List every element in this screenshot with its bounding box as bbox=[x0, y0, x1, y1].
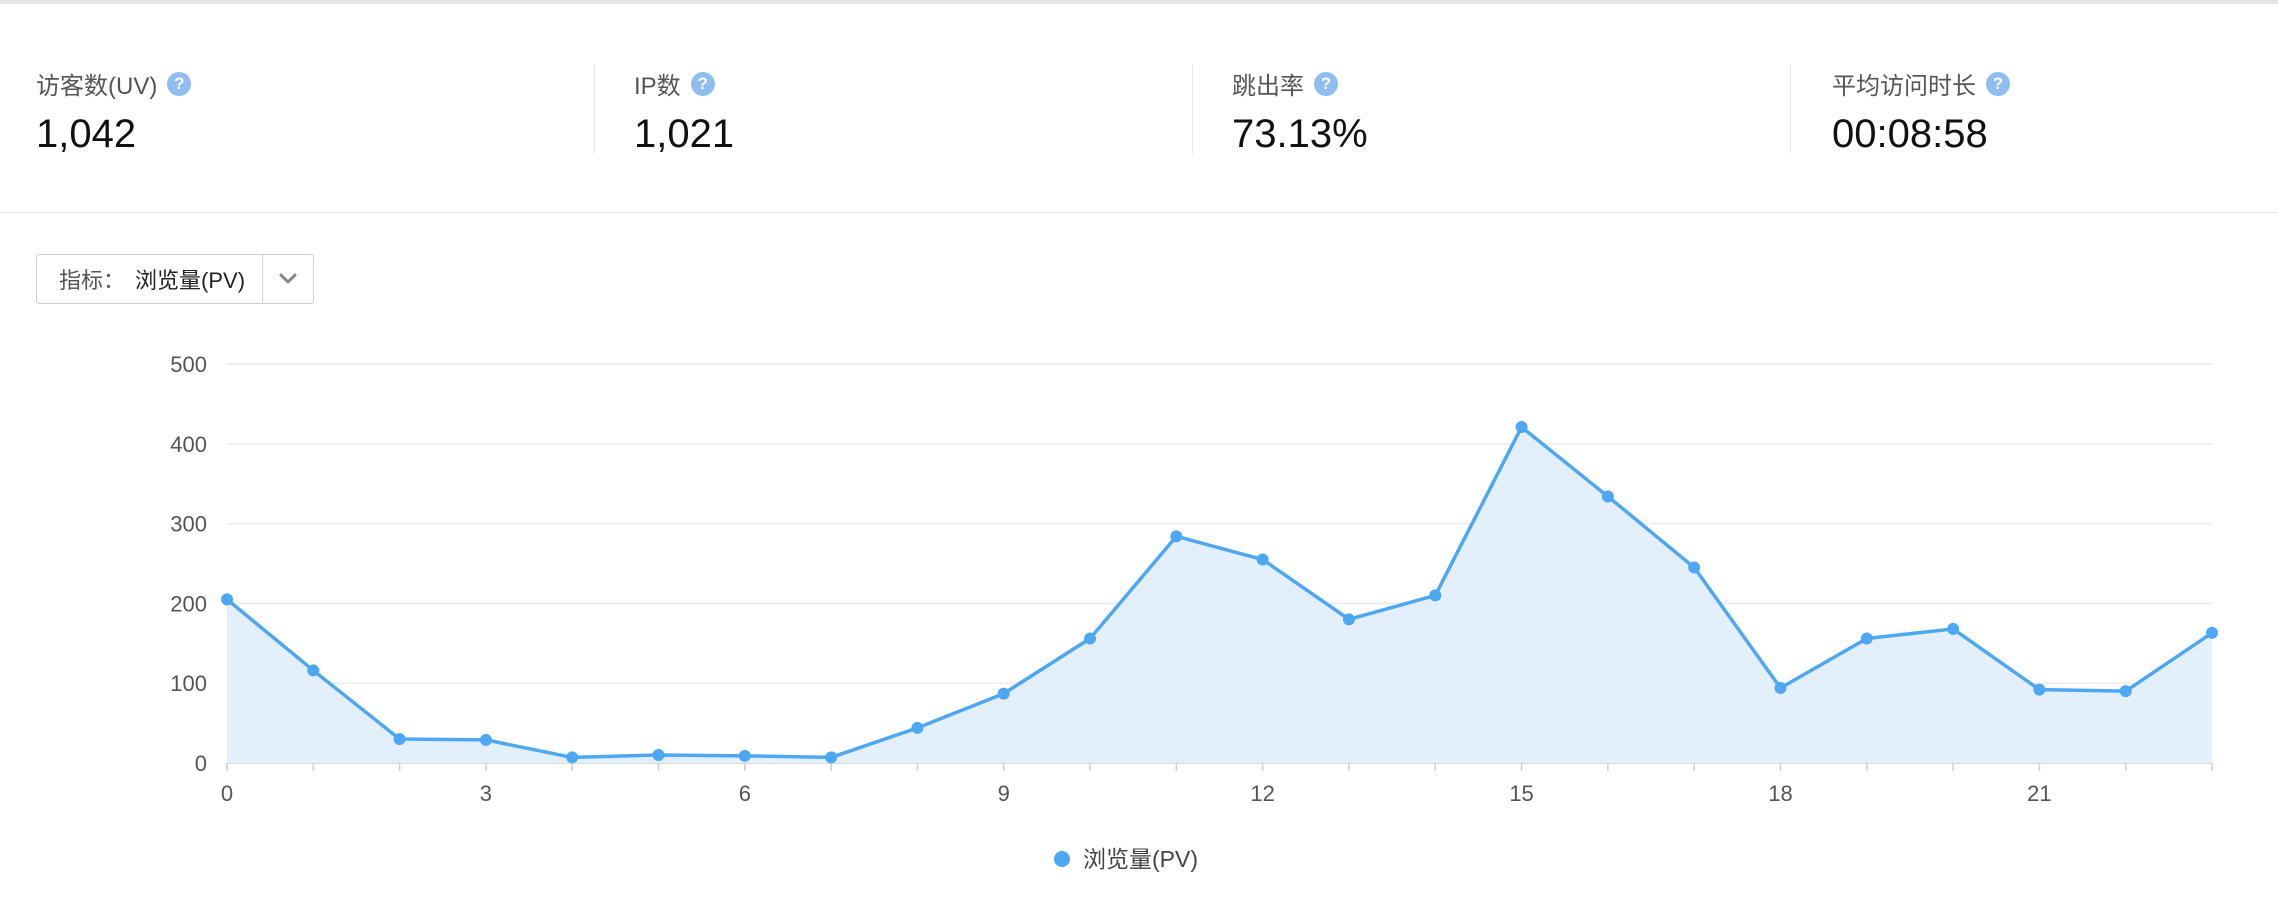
top-border bbox=[0, 0, 2278, 4]
data-point[interactable] bbox=[1170, 530, 1183, 543]
y-tick-label: 300 bbox=[170, 512, 207, 537]
stat-bounce-rate: 跳出率 ? 73.13% bbox=[1232, 60, 1792, 156]
x-tick-label: 0 bbox=[221, 781, 233, 806]
data-point[interactable] bbox=[1256, 553, 1269, 566]
x-tick-label: 18 bbox=[1768, 781, 1792, 806]
data-point[interactable] bbox=[2206, 626, 2218, 639]
stat-label: 跳出率 bbox=[1232, 73, 1304, 100]
legend-marker bbox=[1054, 851, 1070, 867]
data-point[interactable] bbox=[997, 687, 1010, 700]
data-point[interactable] bbox=[1688, 561, 1701, 574]
data-point[interactable] bbox=[652, 749, 665, 762]
data-point[interactable] bbox=[1084, 632, 1097, 645]
y-tick-label: 0 bbox=[195, 751, 207, 776]
data-point[interactable] bbox=[1601, 490, 1614, 503]
stat-label: IP数 bbox=[634, 73, 681, 100]
stat-avg-visit-duration: 平均访问时长 ? 00:08:58 bbox=[1832, 60, 2278, 156]
x-tick-label: 9 bbox=[998, 781, 1010, 806]
stat-divider bbox=[594, 64, 595, 154]
data-point[interactable] bbox=[479, 733, 492, 746]
stat-value: 1,042 bbox=[36, 112, 137, 156]
data-point[interactable] bbox=[911, 721, 924, 734]
metric-select[interactable]: 指标： 浏览量(PV) bbox=[36, 254, 314, 304]
data-point[interactable] bbox=[1860, 632, 1873, 645]
x-tick-label: 12 bbox=[1250, 781, 1274, 806]
y-tick-label: 400 bbox=[170, 432, 207, 457]
stat-value: 1,021 bbox=[634, 112, 735, 156]
stats-panel: 访客数(UV) ? 1,042 IP数 ? 1,021 跳出率 ? 73.13%… bbox=[0, 4, 2278, 213]
help-icon[interactable]: ? bbox=[1986, 71, 2010, 96]
stat-value: 00:08:58 bbox=[1832, 112, 1988, 156]
stat-value: 73.13% bbox=[1232, 112, 1368, 156]
metric-select-toggle[interactable] bbox=[262, 255, 313, 303]
data-point[interactable] bbox=[566, 751, 579, 764]
data-point[interactable] bbox=[1515, 421, 1528, 434]
help-icon[interactable]: ? bbox=[1314, 71, 1338, 96]
help-icon[interactable]: ? bbox=[167, 71, 192, 96]
series-area bbox=[227, 427, 2212, 763]
x-tick-label: 15 bbox=[1509, 781, 1533, 806]
x-tick-label: 3 bbox=[480, 781, 492, 806]
stat-label: 平均访问时长 bbox=[1832, 73, 1976, 100]
stat-label: 访客数(UV) bbox=[36, 73, 158, 100]
data-point[interactable] bbox=[2033, 683, 2046, 696]
y-tick-label: 200 bbox=[170, 591, 207, 616]
data-point[interactable] bbox=[1429, 589, 1442, 602]
chevron-down-icon bbox=[279, 273, 297, 284]
data-point[interactable] bbox=[1342, 613, 1355, 626]
stat-visitors-uv: 访客数(UV) ? 1,042 bbox=[36, 60, 596, 156]
y-tick-label: 500 bbox=[170, 352, 207, 377]
metric-select-value: 浏览量(PV) bbox=[135, 268, 246, 293]
x-tick-label: 6 bbox=[739, 781, 751, 806]
pv-area-chart: 0 100 200 300 400 500 0 3 6 9 12 15 18 21 浏览量(PV) bbox=[170, 352, 2218, 872]
stat-divider bbox=[1192, 64, 1193, 154]
legend-item-pv[interactable]: 浏览量(PV) bbox=[1083, 846, 1198, 872]
help-icon[interactable]: ? bbox=[690, 71, 715, 96]
data-point[interactable] bbox=[307, 664, 320, 677]
data-point[interactable] bbox=[1947, 622, 1960, 635]
data-point[interactable] bbox=[221, 593, 233, 606]
data-point[interactable] bbox=[1774, 681, 1787, 694]
y-tick-label: 100 bbox=[170, 671, 207, 696]
data-point[interactable] bbox=[825, 751, 838, 764]
data-point[interactable] bbox=[738, 749, 751, 762]
stat-ip-count: IP数 ? 1,021 bbox=[634, 60, 1194, 156]
metric-select-label: 指标： bbox=[59, 268, 126, 293]
series-line bbox=[225, 425, 2213, 760]
data-point[interactable] bbox=[2119, 685, 2132, 698]
data-point[interactable] bbox=[393, 733, 406, 746]
x-tick-label: 21 bbox=[2027, 781, 2051, 806]
stat-divider bbox=[1790, 64, 1791, 154]
